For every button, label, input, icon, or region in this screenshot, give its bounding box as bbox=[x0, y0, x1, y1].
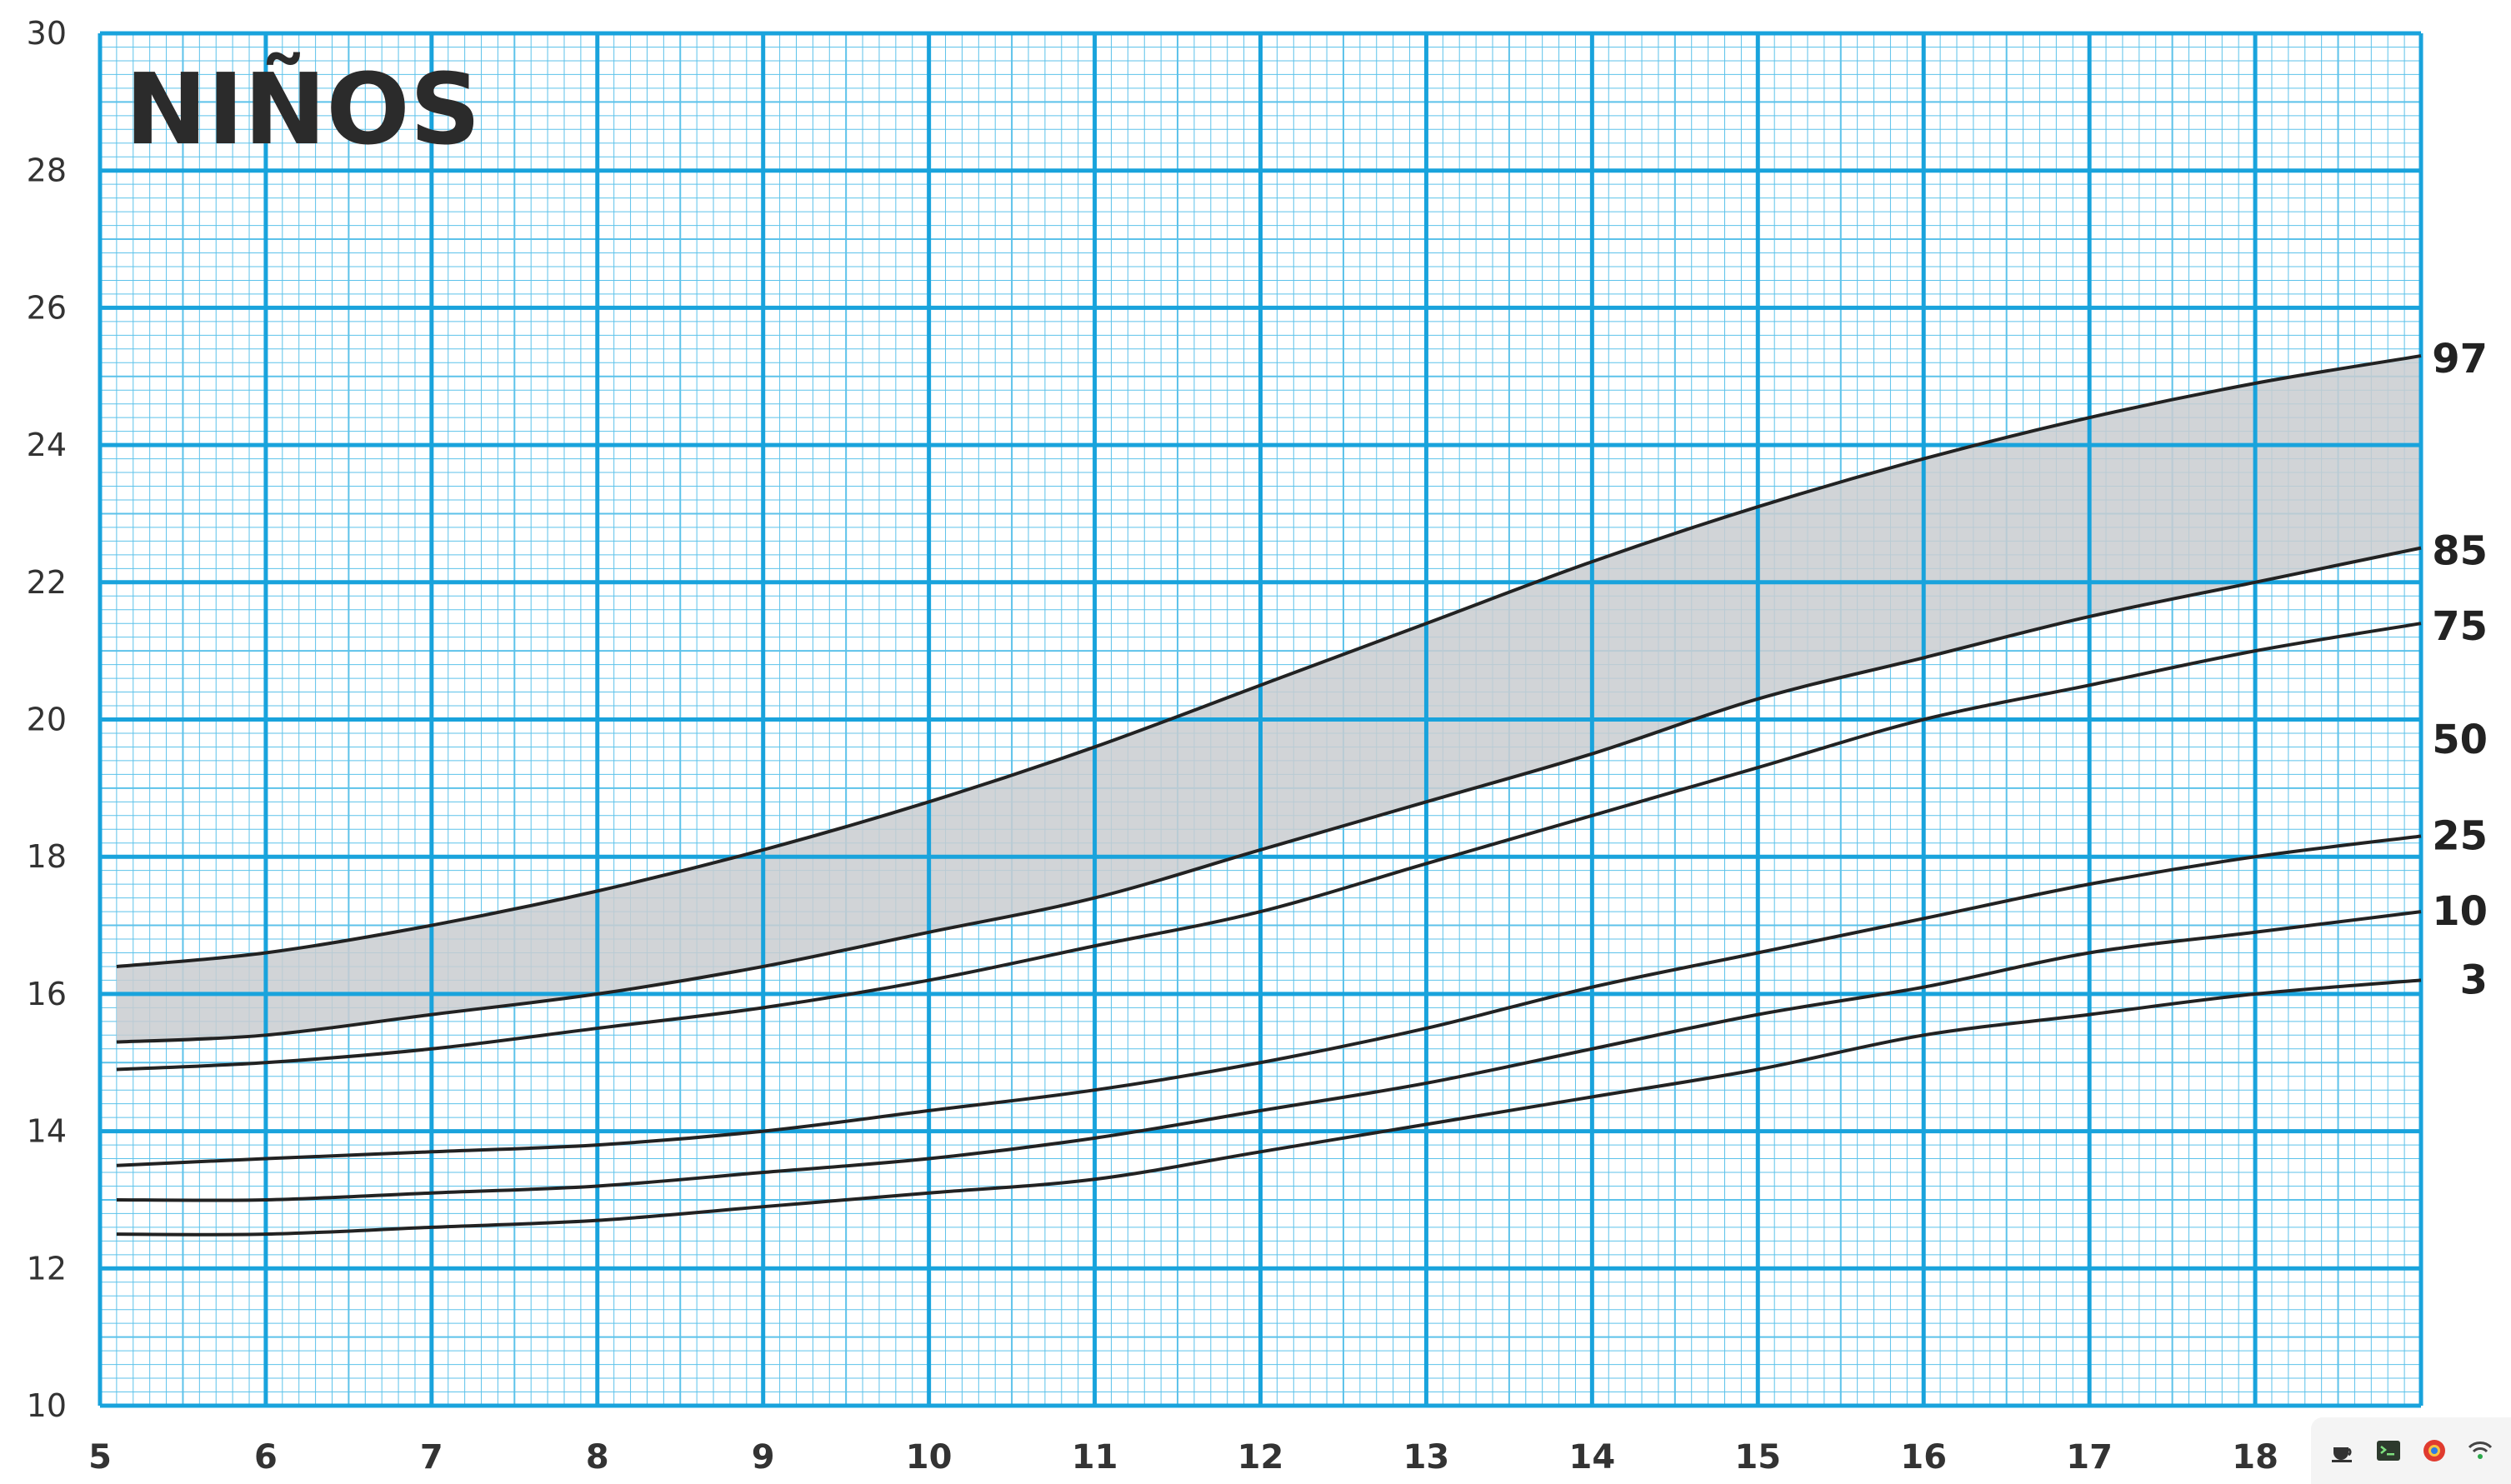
x-tick-label: 12 bbox=[1238, 1438, 1284, 1477]
y-tick-label: 18 bbox=[27, 838, 67, 875]
y-tick-labels: 10 12 14 16 18 20 22 24 26 28 30 bbox=[27, 15, 67, 1424]
percentile-label-50: 50 bbox=[2432, 717, 2488, 763]
y-tick-label: 28 bbox=[27, 152, 67, 189]
x-tick-label: 16 bbox=[1900, 1438, 1947, 1477]
browser-icon[interactable] bbox=[2420, 1437, 2448, 1465]
x-tick-label: 18 bbox=[2232, 1438, 2278, 1477]
x-tick-label: 7 bbox=[420, 1438, 443, 1477]
series-line-50 bbox=[116, 834, 2422, 1167]
shaded-band bbox=[116, 356, 2422, 1042]
series-line-75 bbox=[116, 622, 2422, 1072]
y-tick-label: 14 bbox=[27, 1113, 67, 1150]
percentile-lines bbox=[116, 354, 2422, 1237]
percentile-label-3: 3 bbox=[2460, 957, 2488, 1003]
y-tick-label: 26 bbox=[27, 289, 67, 326]
x-tick-label: 11 bbox=[1072, 1438, 1118, 1477]
shaded-band-area bbox=[116, 356, 2422, 1042]
wifi-icon[interactable] bbox=[2466, 1437, 2494, 1465]
y-tick-label: 12 bbox=[27, 1250, 67, 1287]
series-line-10 bbox=[116, 978, 2422, 1237]
chart-title: NIÑOS bbox=[125, 52, 481, 167]
percentile-label-97: 97 bbox=[2432, 336, 2488, 382]
x-tick-label: 13 bbox=[1403, 1438, 1450, 1477]
tea-cup-icon[interactable] bbox=[2328, 1437, 2357, 1465]
system-tray bbox=[2311, 1417, 2511, 1484]
x-tick-labels: 5 6 7 8 9 10 11 12 13 14 15 16 17 18 bbox=[88, 1438, 2278, 1477]
x-tick-label: 5 bbox=[88, 1438, 112, 1477]
x-tick-label: 14 bbox=[1569, 1438, 1616, 1477]
percentile-labels: 97 85 75 50 25 10 3 bbox=[2432, 336, 2488, 1003]
y-tick-label: 30 bbox=[27, 15, 67, 52]
x-tick-label: 10 bbox=[906, 1438, 953, 1477]
percentile-label-10: 10 bbox=[2432, 888, 2488, 935]
x-tick-label: 9 bbox=[752, 1438, 775, 1477]
x-tick-label: 15 bbox=[1734, 1438, 1781, 1477]
percentile-label-25: 25 bbox=[2432, 812, 2488, 859]
series-line-25 bbox=[116, 910, 2422, 1202]
y-tick-label: 16 bbox=[27, 976, 67, 1012]
x-tick-label: 17 bbox=[2066, 1438, 2113, 1477]
percentile-label-75: 75 bbox=[2432, 603, 2488, 650]
y-tick-label: 10 bbox=[27, 1387, 67, 1424]
percentile-label-85: 85 bbox=[2432, 528, 2488, 575]
x-tick-label: 6 bbox=[254, 1438, 278, 1477]
terminal-icon[interactable] bbox=[2374, 1437, 2403, 1465]
series-line-97 bbox=[116, 354, 2422, 968]
y-tick-label: 22 bbox=[27, 564, 67, 601]
series-line-85 bbox=[116, 546, 2422, 1044]
y-tick-label: 24 bbox=[27, 427, 67, 463]
x-tick-label: 8 bbox=[586, 1438, 609, 1477]
y-tick-label: 20 bbox=[27, 702, 67, 738]
